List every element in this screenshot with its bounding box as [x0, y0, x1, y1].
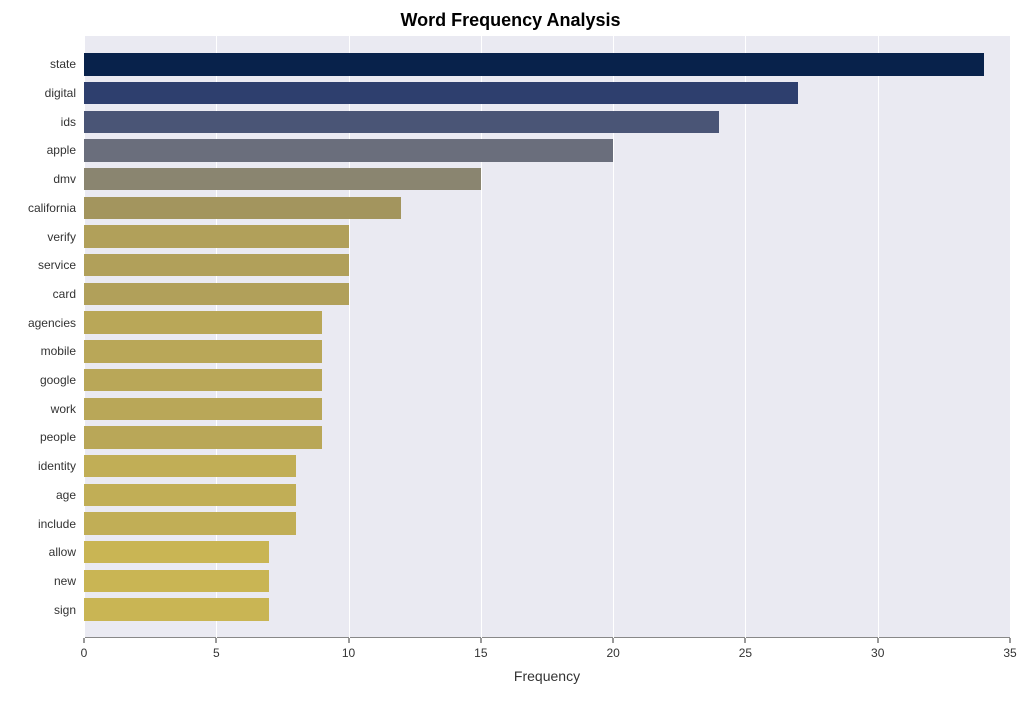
bar — [84, 283, 349, 305]
x-tick-label: 30 — [871, 638, 884, 660]
x-tick-label: 25 — [739, 638, 752, 660]
x-tick-label: 0 — [81, 638, 88, 660]
y-tick-label: dmv — [53, 172, 84, 186]
plot-area: Frequency 05101520253035statedigitalidsa… — [84, 36, 1010, 638]
bar — [84, 139, 613, 161]
grid-line — [878, 36, 879, 638]
chart-title: Word Frequency Analysis — [0, 10, 1021, 31]
y-tick-label: agencies — [28, 316, 84, 330]
bar — [84, 254, 349, 276]
x-axis-label: Frequency — [514, 638, 580, 684]
y-tick-label: identity — [38, 459, 84, 473]
x-tick-label: 20 — [606, 638, 619, 660]
bar — [84, 168, 481, 190]
y-tick-label: mobile — [41, 344, 84, 358]
bar — [84, 512, 296, 534]
grid-line — [1010, 36, 1011, 638]
bar — [84, 369, 322, 391]
bar — [84, 598, 269, 620]
bar — [84, 398, 322, 420]
x-tick-label: 15 — [474, 638, 487, 660]
y-tick-label: california — [28, 201, 84, 215]
y-tick-label: ids — [61, 115, 84, 129]
bar — [84, 53, 984, 75]
y-tick-label: include — [38, 517, 84, 531]
bar — [84, 541, 269, 563]
y-tick-label: card — [53, 287, 84, 301]
y-tick-label: service — [38, 258, 84, 272]
bar — [84, 570, 269, 592]
x-tick-label: 35 — [1003, 638, 1016, 660]
bar — [84, 484, 296, 506]
y-tick-label: age — [56, 488, 84, 502]
bar — [84, 340, 322, 362]
y-tick-label: google — [40, 373, 84, 387]
bar — [84, 311, 322, 333]
bar — [84, 455, 296, 477]
y-tick-label: apple — [47, 143, 84, 157]
grid-line — [745, 36, 746, 638]
bar — [84, 426, 322, 448]
word-frequency-chart: Word Frequency Analysis Frequency 051015… — [0, 0, 1021, 701]
bar — [84, 82, 798, 104]
bar — [84, 225, 349, 247]
bar — [84, 111, 719, 133]
y-tick-label: allow — [49, 545, 84, 559]
y-tick-label: verify — [47, 230, 84, 244]
bar — [84, 197, 401, 219]
y-tick-label: digital — [45, 86, 84, 100]
y-tick-label: state — [50, 57, 84, 71]
y-tick-label: new — [54, 574, 84, 588]
y-tick-label: work — [51, 402, 84, 416]
x-tick-label: 5 — [213, 638, 220, 660]
x-tick-label: 10 — [342, 638, 355, 660]
y-tick-label: people — [40, 430, 84, 444]
y-tick-label: sign — [54, 603, 84, 617]
